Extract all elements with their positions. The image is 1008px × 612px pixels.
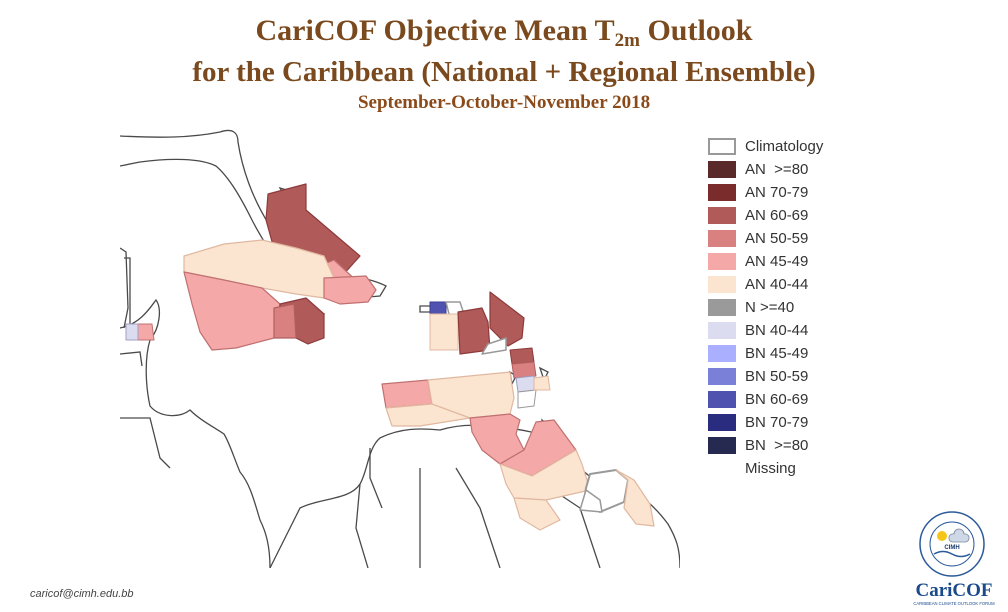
legend-item: AN 70-79 [708, 182, 868, 204]
legend-item: AN 60-69 [708, 205, 868, 227]
legend-item: BN 40-44 [708, 320, 868, 342]
title-subscript: 2m [614, 30, 640, 51]
legend-label: AN 70-79 [745, 184, 809, 202]
legend-item: AN 45-49 [708, 251, 868, 273]
region-montserrat [481, 337, 507, 355]
region-suriname-west [579, 489, 603, 513]
title-line-2: for the Caribbean (National + Regional E… [192, 56, 816, 88]
legend-item: BN 50-59 [708, 366, 868, 388]
legend-swatch [708, 414, 736, 432]
title-text-end: Outlook [639, 14, 753, 47]
legend-swatch [708, 230, 736, 248]
region-french-guiana [615, 469, 655, 527]
title-text: CariCOF Objective Mean T [255, 14, 615, 47]
seal-inner [929, 521, 975, 567]
legend-swatch [708, 184, 736, 202]
legend-item: BN >=80 [708, 435, 868, 457]
legend-swatch [708, 276, 736, 294]
legend-swatch [708, 161, 736, 179]
legend-swatch [708, 368, 736, 386]
legend-label: AN 50-59 [745, 230, 809, 248]
region-belize [137, 323, 155, 341]
region-guyana-interior [513, 497, 561, 531]
region-western-caribbean [183, 271, 281, 351]
legend: Climatology AN >=80 AN 70-79 AN 60-69 AN 50-… [708, 136, 868, 481]
legend-swatch [708, 253, 736, 271]
legend-item: Climatology [708, 136, 868, 158]
title-line-1: CariCOF Objective Mean T2m Outlook [0, 14, 1008, 52]
sun-icon [937, 531, 947, 541]
outlook-map [120, 129, 680, 568]
legend-item: BN 45-49 [708, 343, 868, 365]
legend-swatch [708, 138, 736, 156]
legend-swatch [708, 460, 736, 478]
seal-text: CIMH [944, 545, 959, 551]
legend-label: AN 45-49 [745, 253, 809, 271]
legend-swatch [708, 345, 736, 363]
region-grenada [517, 389, 537, 409]
region-leeward-west [429, 313, 459, 351]
region-colombia-coast [385, 403, 471, 427]
legend-label: Missing [745, 460, 796, 478]
region-hispaniola [323, 275, 377, 305]
legend-item: BN 70-79 [708, 412, 868, 434]
legend-label: AN >=80 [745, 161, 809, 179]
region-martinique [509, 347, 535, 365]
legend-label: Climatology [745, 138, 824, 156]
region-cayman [273, 303, 297, 339]
region-barbados [533, 375, 551, 391]
legend-label: BN 45-49 [745, 345, 809, 363]
caricof-tagline: CARIBBEAN CLIMATE OUTLOOK FORUM [913, 601, 995, 606]
legend-label: BN 40-44 [745, 322, 809, 340]
legend-label: BN >=80 [745, 437, 809, 455]
legend-label: BN 60-69 [745, 391, 809, 409]
legend-swatch [708, 437, 736, 455]
region-puerto-rico [429, 301, 447, 315]
region-st-lucia [511, 361, 537, 379]
legend-swatch [708, 299, 736, 317]
legend-item: Missing [708, 458, 868, 480]
contact-email: caricof@cimh.edu.bb [30, 588, 134, 600]
legend-swatch [708, 207, 736, 225]
region-antigua [489, 291, 525, 347]
outlook-regions [125, 183, 655, 531]
legend-item: AN 50-59 [708, 228, 868, 250]
legend-label: AN 60-69 [745, 207, 809, 225]
region-st-vincent [515, 375, 537, 393]
cloud-icon [948, 528, 970, 543]
legend-label: BN 70-79 [745, 414, 809, 432]
caricof-wordmark: CariCOF [915, 580, 992, 601]
legend-label: BN 50-59 [745, 368, 809, 386]
legend-label: N >=40 [745, 299, 795, 317]
legend-label: AN 40-44 [745, 276, 809, 294]
legend-item: AN >=80 [708, 159, 868, 181]
region-yucatan [125, 323, 139, 341]
map-subtitle: September-October-November 2018 [357, 92, 651, 113]
region-abc-islands [381, 379, 433, 409]
legend-swatch [708, 391, 736, 409]
legend-swatch [708, 322, 736, 340]
cimh-caricof-logo: CIMH CariCOF CARIBBEAN CLIMATE OUTLOOK F… [913, 511, 995, 606]
legend-item: BN 60-69 [708, 389, 868, 411]
wave-icon [933, 550, 971, 558]
region-leeward-islands [457, 307, 491, 355]
legend-item: N >=40 [708, 297, 868, 319]
legend-item: AN 40-44 [708, 274, 868, 296]
